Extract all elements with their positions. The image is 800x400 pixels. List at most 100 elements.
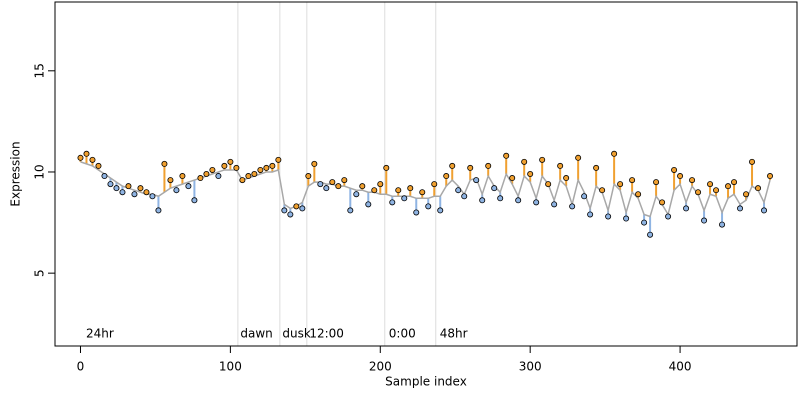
- point: [125, 183, 132, 190]
- point: [185, 183, 192, 190]
- point: [503, 152, 510, 159]
- point: [491, 185, 498, 192]
- fit-line: [80, 161, 771, 218]
- point: [755, 185, 762, 192]
- point: [263, 164, 270, 171]
- point: [179, 173, 186, 180]
- point: [413, 209, 420, 216]
- point: [149, 193, 156, 200]
- point: [707, 181, 714, 188]
- x-tick-label: 0: [77, 360, 85, 374]
- point: [341, 177, 348, 184]
- point: [653, 179, 660, 186]
- point: [767, 173, 774, 180]
- point: [419, 189, 426, 196]
- point: [497, 195, 504, 202]
- point: [227, 158, 234, 165]
- point: [155, 207, 162, 214]
- y-tick-label: 5: [33, 269, 47, 277]
- point: [737, 205, 744, 212]
- point: [473, 177, 480, 184]
- point: [695, 189, 702, 196]
- point: [299, 205, 306, 212]
- point: [347, 207, 354, 214]
- point: [515, 197, 522, 204]
- point: [641, 219, 648, 226]
- annotation: 0:00: [389, 327, 416, 341]
- point: [719, 221, 726, 228]
- point: [521, 158, 528, 165]
- point: [449, 162, 456, 169]
- point: [353, 191, 360, 198]
- point: [101, 173, 108, 180]
- point: [671, 166, 678, 173]
- point: [167, 177, 174, 184]
- point: [359, 183, 366, 190]
- point: [395, 187, 402, 194]
- annotation: 12:00: [309, 327, 344, 341]
- point: [761, 207, 768, 214]
- point: [371, 187, 378, 194]
- point: [635, 191, 642, 198]
- point: [77, 154, 84, 161]
- point: [539, 156, 546, 163]
- point: [113, 185, 120, 192]
- point: [131, 191, 138, 198]
- point: [251, 170, 258, 177]
- point: [329, 179, 336, 186]
- point: [485, 162, 492, 169]
- point: [95, 162, 102, 169]
- point: [239, 177, 246, 184]
- point: [83, 150, 90, 157]
- plot-frame: [54, 1, 798, 347]
- point: [725, 183, 732, 190]
- point: [173, 187, 180, 194]
- point: [389, 199, 396, 206]
- point: [407, 185, 414, 192]
- point: [665, 213, 672, 220]
- point: [293, 203, 300, 210]
- point: [269, 162, 276, 169]
- point: [311, 160, 318, 167]
- point: [659, 199, 666, 206]
- point: [107, 181, 114, 188]
- point: [701, 217, 708, 224]
- point: [287, 211, 294, 218]
- x-tick-label: 300: [519, 360, 542, 374]
- point: [275, 156, 282, 163]
- point: [599, 187, 606, 194]
- point: [221, 162, 228, 169]
- point: [305, 173, 312, 180]
- point: [467, 164, 474, 171]
- point: [233, 164, 240, 171]
- annotation: 48hr: [440, 327, 468, 341]
- point: [317, 181, 324, 188]
- point: [743, 191, 750, 198]
- x-tick-label: 200: [369, 360, 392, 374]
- point: [191, 197, 198, 204]
- point: [623, 215, 630, 222]
- point: [611, 150, 618, 157]
- point: [479, 197, 486, 204]
- point: [431, 181, 438, 188]
- point: [245, 173, 252, 180]
- point: [731, 179, 738, 186]
- x-tick-label: 100: [219, 360, 242, 374]
- point: [557, 162, 564, 169]
- point: [323, 185, 330, 192]
- point: [335, 183, 342, 190]
- point: [203, 170, 210, 177]
- point: [617, 181, 624, 188]
- annotation: dusk: [282, 327, 310, 341]
- annotation: 24hr: [86, 327, 114, 341]
- y-tick-label: 10: [33, 164, 47, 179]
- point: [509, 175, 516, 182]
- point: [629, 177, 636, 184]
- annotation: dawn: [240, 327, 272, 341]
- point: [563, 175, 570, 182]
- point: [443, 173, 450, 180]
- point: [581, 193, 588, 200]
- point: [197, 175, 204, 182]
- point: [677, 173, 684, 180]
